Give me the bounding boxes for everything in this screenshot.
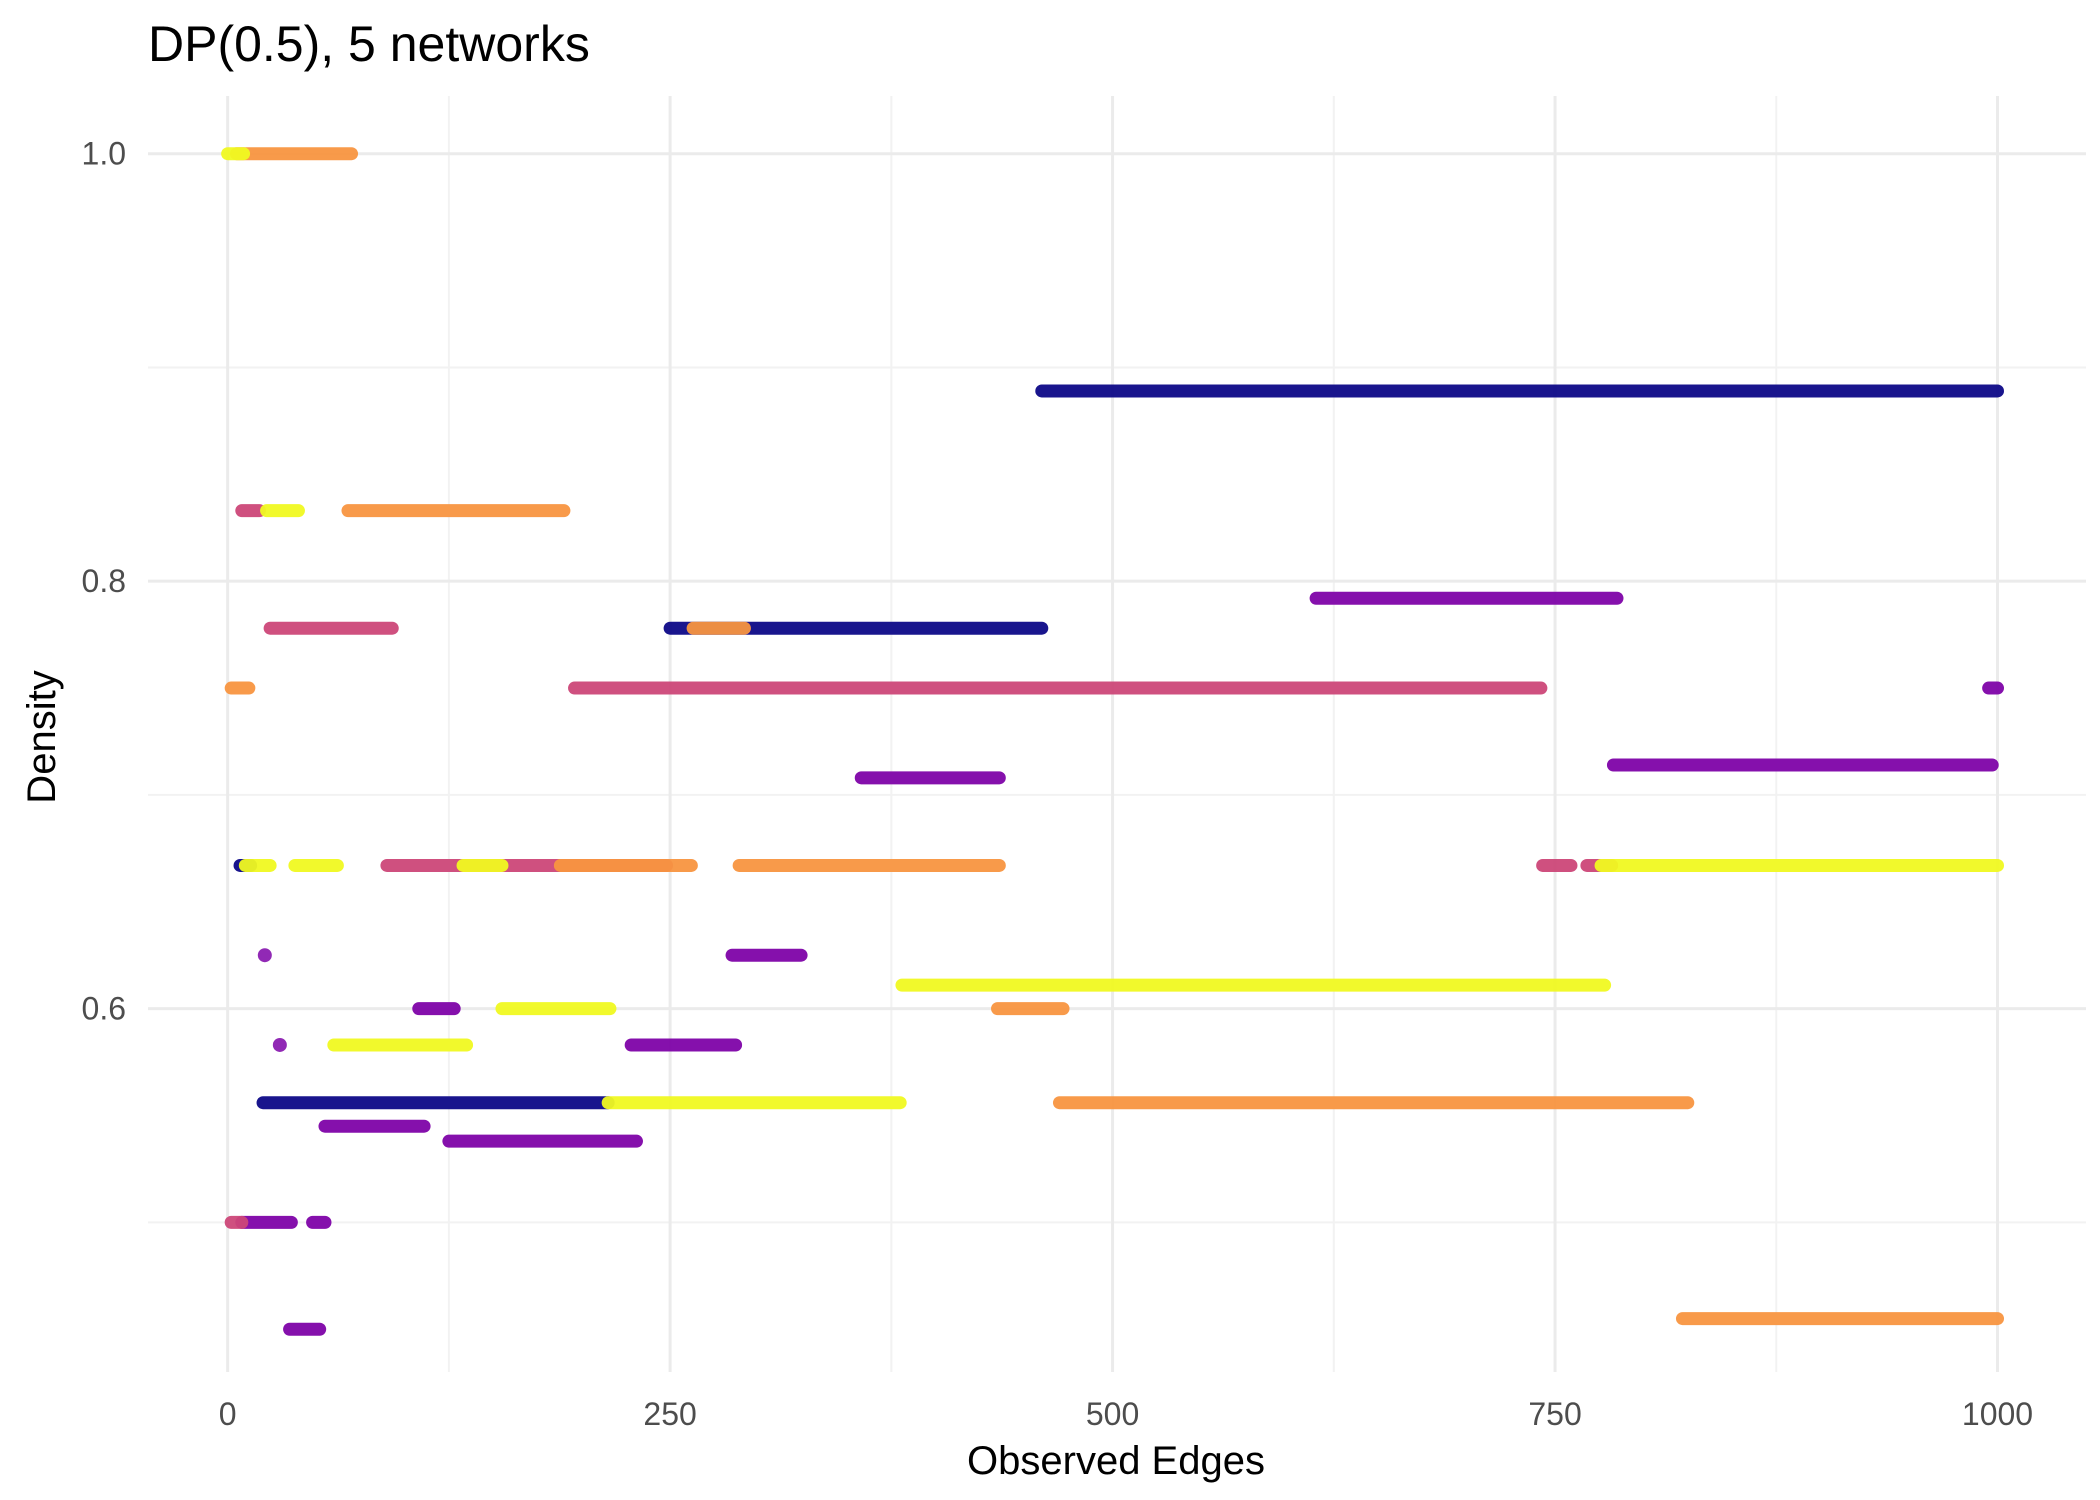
- data-point: [272, 1037, 287, 1052]
- minor-gridlines: [148, 96, 2086, 1372]
- x-tick-label: 250: [643, 1396, 696, 1432]
- chart-title: DP(0.5), 5 networks: [148, 16, 590, 72]
- y-axis-ticks: 0.6 0.8 1.0: [82, 136, 126, 1027]
- x-tick-label: 0: [219, 1396, 237, 1432]
- x-tick-label: 500: [1086, 1396, 1139, 1432]
- y-axis-title: Density: [20, 670, 64, 803]
- y-tick-label: 1.0: [82, 136, 126, 172]
- y-tick-label: 0.8: [82, 563, 126, 599]
- x-axis-ticks: 0 250 500 750 1000: [219, 1396, 2033, 1432]
- data-marks: [221, 147, 2005, 1336]
- x-axis-title: Observed Edges: [967, 1439, 1265, 1483]
- x-tick-label: 750: [1528, 1396, 1581, 1432]
- y-tick-label: 0.6: [82, 991, 126, 1027]
- major-gridlines: [148, 96, 2086, 1372]
- x-tick-label: 1000: [1962, 1396, 2033, 1432]
- data-point: [257, 948, 272, 963]
